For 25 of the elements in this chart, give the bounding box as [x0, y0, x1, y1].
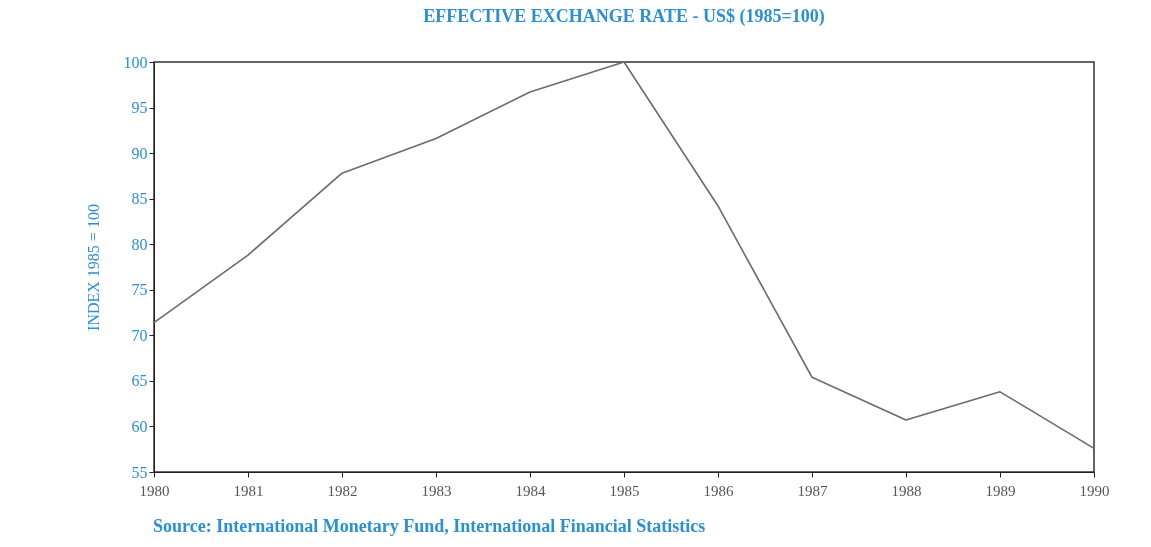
- x-tick-label: 1988: [891, 482, 922, 499]
- y-axis-title: INDEX 1985 = 100: [84, 204, 102, 331]
- y-tick-label: 85: [131, 190, 148, 208]
- x-tick-label: 1981: [233, 482, 264, 499]
- x-tick-label: 1989: [985, 482, 1016, 499]
- y-tick-label: 55: [131, 463, 148, 481]
- x-tick-label: 1986: [703, 482, 734, 499]
- y-tick-label: 70: [131, 326, 148, 344]
- y-tick-label: 60: [131, 417, 148, 435]
- y-tick-label: 95: [131, 99, 148, 117]
- x-tick-label: 1985: [609, 482, 640, 499]
- y-tick-label: 65: [131, 372, 148, 390]
- y-tick-label: 90: [131, 144, 148, 162]
- y-tick-label: 75: [131, 281, 148, 299]
- x-tick-label: 1987: [797, 482, 828, 499]
- x-tick-label: 1983: [421, 482, 452, 499]
- y-tick-label: 80: [131, 235, 148, 253]
- chart-title: EFFECTIVE EXCHANGE RATE - US$ (1985=100): [423, 6, 825, 27]
- line-series: [153, 61, 1095, 450]
- x-tick-label: 1980: [139, 482, 170, 499]
- y-tick-label: 100: [123, 53, 148, 71]
- x-tick-label: 1990: [1079, 482, 1110, 499]
- x-tick-label: 1984: [515, 482, 546, 499]
- x-tick-label: 1982: [327, 482, 358, 499]
- source-note: Source: International Monetary Fund, International Financial Statistics: [153, 516, 706, 537]
